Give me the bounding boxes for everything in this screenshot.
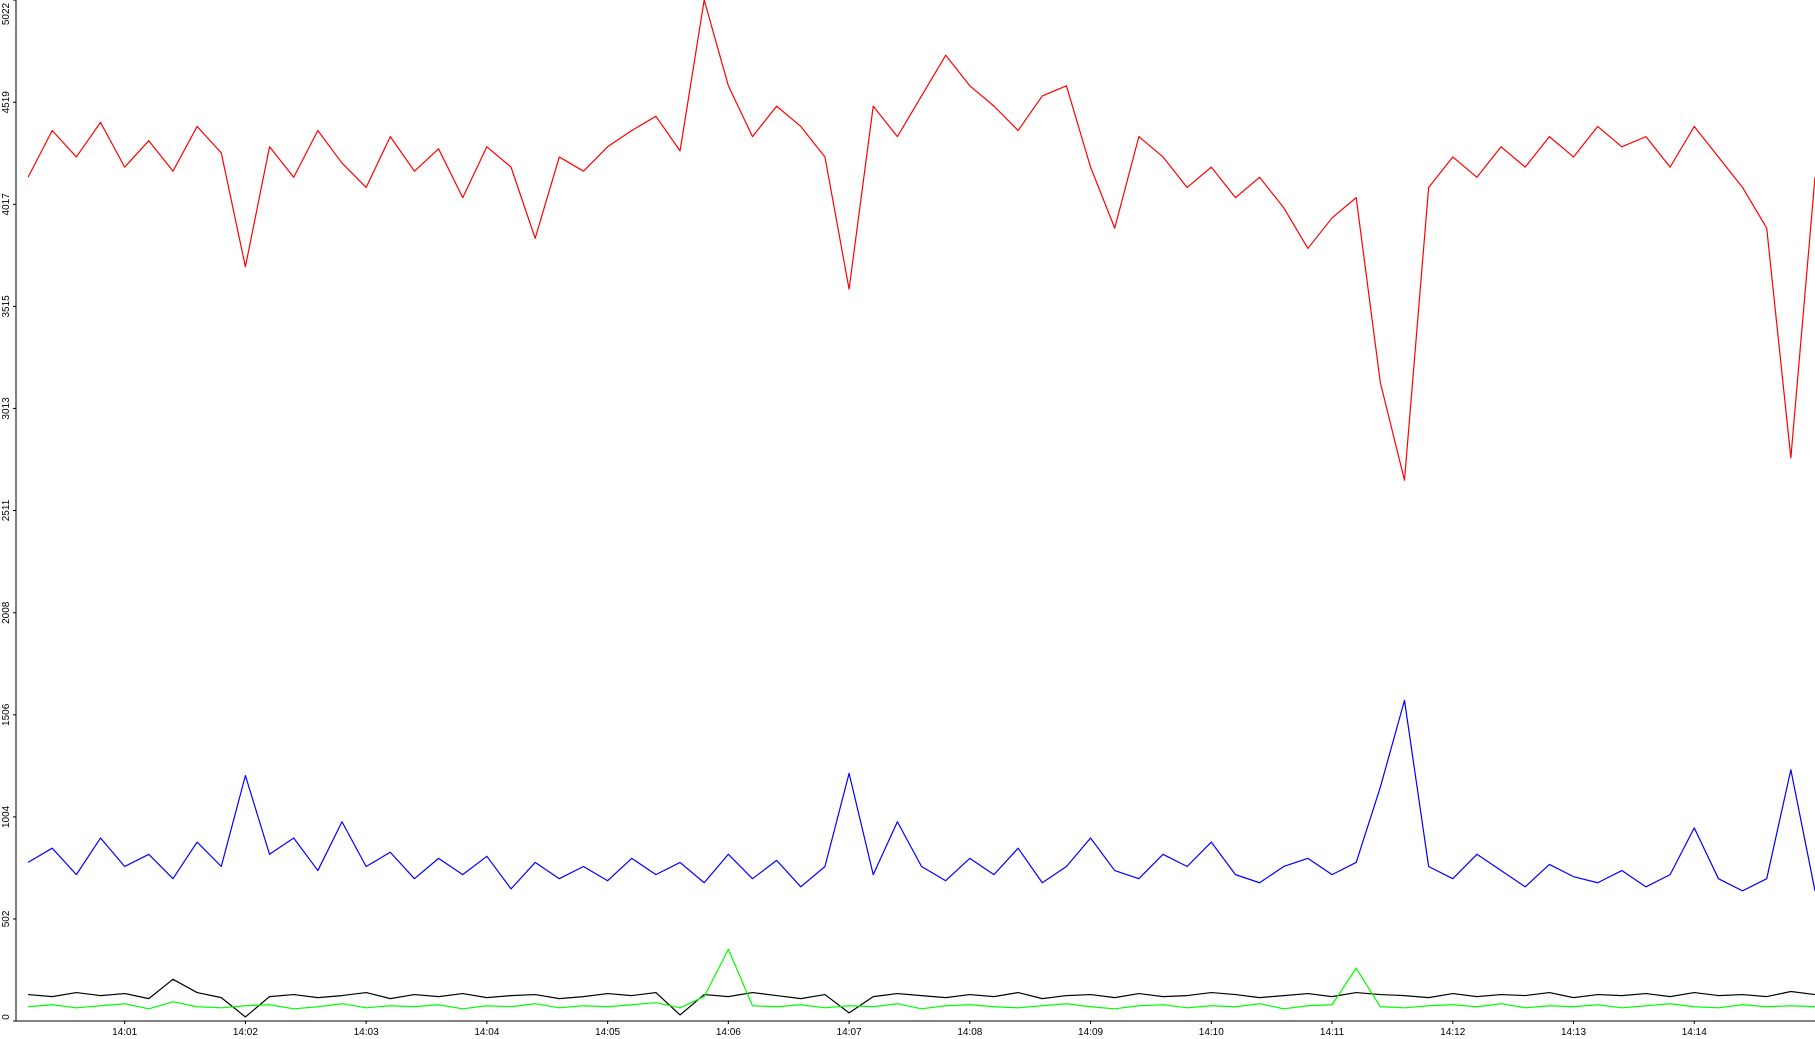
- series-line: [27, 699, 1815, 892]
- x-tick-label: 14:11: [1320, 1027, 1345, 1038]
- series-line: [28, 978, 1815, 1018]
- y-tick-label: 3013: [1, 397, 12, 420]
- x-tick-label: 14:06: [716, 1027, 741, 1038]
- y-tick-label: 502: [1, 910, 12, 927]
- x-tick-label: 14:09: [1078, 1027, 1103, 1038]
- y-tick-label: 2008: [1, 601, 12, 624]
- y-tick-label: 0: [1, 1014, 12, 1020]
- series-line: [27, 0, 1815, 481]
- y-tick-label: 4017: [1, 193, 12, 216]
- x-tick-label: 14:13: [1561, 1027, 1586, 1038]
- x-tick-label: 14:07: [837, 1027, 862, 1038]
- series-line: [28, 948, 1815, 1010]
- x-tick-label: 14:05: [595, 1027, 620, 1038]
- x-tick-label: 14:03: [354, 1027, 379, 1038]
- y-tick-label: 2511: [1, 499, 12, 521]
- y-tick-label: 1506: [1, 703, 12, 726]
- x-tick-label: 14:12: [1440, 1027, 1465, 1038]
- y-tick-label: 1004: [1, 805, 12, 828]
- y-tick-label: 5022: [1, 2, 12, 25]
- x-tick-label: 14:08: [957, 1027, 982, 1038]
- y-tick-label: 4519: [1, 91, 12, 114]
- x-tick-label: 14:10: [1199, 1027, 1224, 1038]
- y-tick-label: 3515: [1, 295, 12, 318]
- x-tick-label: 14:01: [112, 1027, 137, 1038]
- x-tick-label: 14:02: [233, 1027, 258, 1038]
- x-tick-label: 14:04: [474, 1027, 499, 1038]
- x-tick-label: 14:14: [1682, 1027, 1707, 1038]
